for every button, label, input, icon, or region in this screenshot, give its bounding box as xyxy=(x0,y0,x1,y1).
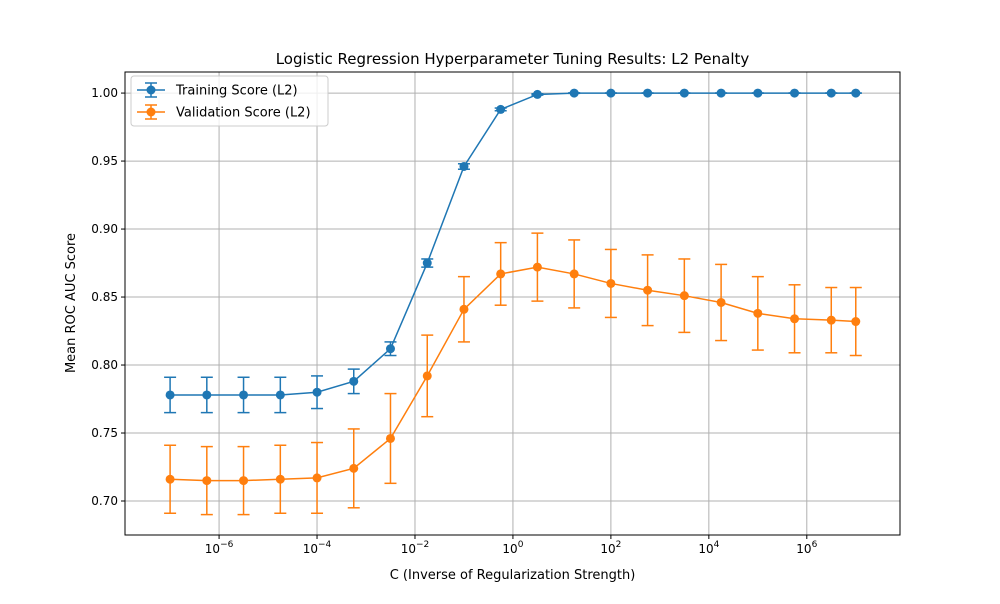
data-point xyxy=(851,88,861,98)
legend-swatch-marker xyxy=(146,85,156,95)
legend-box xyxy=(130,75,329,127)
data-point xyxy=(165,390,175,400)
data-point xyxy=(239,390,249,400)
data-point xyxy=(753,88,763,98)
data-point xyxy=(826,315,836,325)
y-axis-label: Mean ROC AUC Score xyxy=(64,233,79,373)
data-point xyxy=(826,88,836,98)
data-point xyxy=(496,104,506,114)
data-point xyxy=(643,285,653,295)
data-point xyxy=(716,88,726,98)
data-point xyxy=(202,476,212,486)
data-point xyxy=(422,258,432,268)
data-point xyxy=(385,344,395,354)
data-point xyxy=(312,473,322,483)
data-point xyxy=(532,89,542,99)
data-point xyxy=(790,88,800,98)
legend-label-training: Training Score (L2) xyxy=(175,84,298,99)
y-tick-label: 1.00 xyxy=(91,86,118,100)
x-tick-label: 106 xyxy=(796,540,817,556)
y-tick-label: 0.95 xyxy=(91,154,118,168)
x-tick-label: 10−2 xyxy=(401,540,430,556)
x-tick-label: 10−6 xyxy=(205,540,234,556)
data-point xyxy=(569,88,579,98)
data-point xyxy=(679,291,689,301)
data-point xyxy=(349,463,359,473)
data-point xyxy=(679,88,689,98)
legend-entry-validation: Validation Score (L2) xyxy=(137,104,311,121)
series-training xyxy=(164,88,862,414)
data-point xyxy=(606,278,616,288)
data-point xyxy=(606,88,616,98)
chart-title: Logistic Regression Hyperparameter Tunin… xyxy=(276,50,750,68)
data-point xyxy=(851,317,861,327)
data-point xyxy=(422,371,432,381)
data-point xyxy=(532,262,542,272)
y-tick-label: 0.75 xyxy=(91,426,118,440)
series-line xyxy=(170,266,856,482)
legend-swatch-validation xyxy=(137,104,165,120)
y-tick-label: 0.80 xyxy=(91,358,118,372)
data-point xyxy=(459,162,469,172)
tick-layer: 10−6 10−4 10−2 100 102 104 106 0.70 0.75 0.80 0.85… xyxy=(91,86,817,556)
x-tick-label: 100 xyxy=(502,540,523,556)
x-tick-label: 10−4 xyxy=(303,540,332,556)
data-point xyxy=(385,433,395,443)
data-point xyxy=(569,269,579,279)
legend-label-validation: Validation Score (L2) xyxy=(176,106,311,121)
legend-entry-training: Training Score (L2) xyxy=(137,82,298,99)
data-point xyxy=(312,387,322,397)
data-point xyxy=(716,297,726,307)
data-point xyxy=(202,390,212,400)
data-point xyxy=(790,314,800,324)
y-tick-label: 0.85 xyxy=(91,290,118,304)
data-point xyxy=(643,88,653,98)
legend-swatch-marker xyxy=(146,107,156,117)
legend-swatch-training xyxy=(137,82,165,98)
data-point xyxy=(165,474,175,484)
series-validation xyxy=(164,232,862,516)
data-point xyxy=(459,304,469,314)
x-axis-label: C (Inverse of Regularization Strength) xyxy=(390,568,636,583)
series-layer xyxy=(164,88,862,516)
grid-layer xyxy=(125,72,900,535)
y-tick-label: 0.70 xyxy=(91,494,118,508)
data-point xyxy=(239,476,249,486)
y-tick-label: 0.90 xyxy=(91,222,118,236)
data-point xyxy=(275,474,285,484)
data-point xyxy=(496,269,506,279)
x-tick-label: 104 xyxy=(698,540,719,556)
data-point xyxy=(753,308,763,318)
series-line xyxy=(170,92,856,396)
data-point xyxy=(349,376,359,386)
legend: Training Score (L2) Validation Score (L2… xyxy=(130,75,329,127)
x-tick-label: 102 xyxy=(600,540,621,556)
data-point xyxy=(275,390,285,400)
